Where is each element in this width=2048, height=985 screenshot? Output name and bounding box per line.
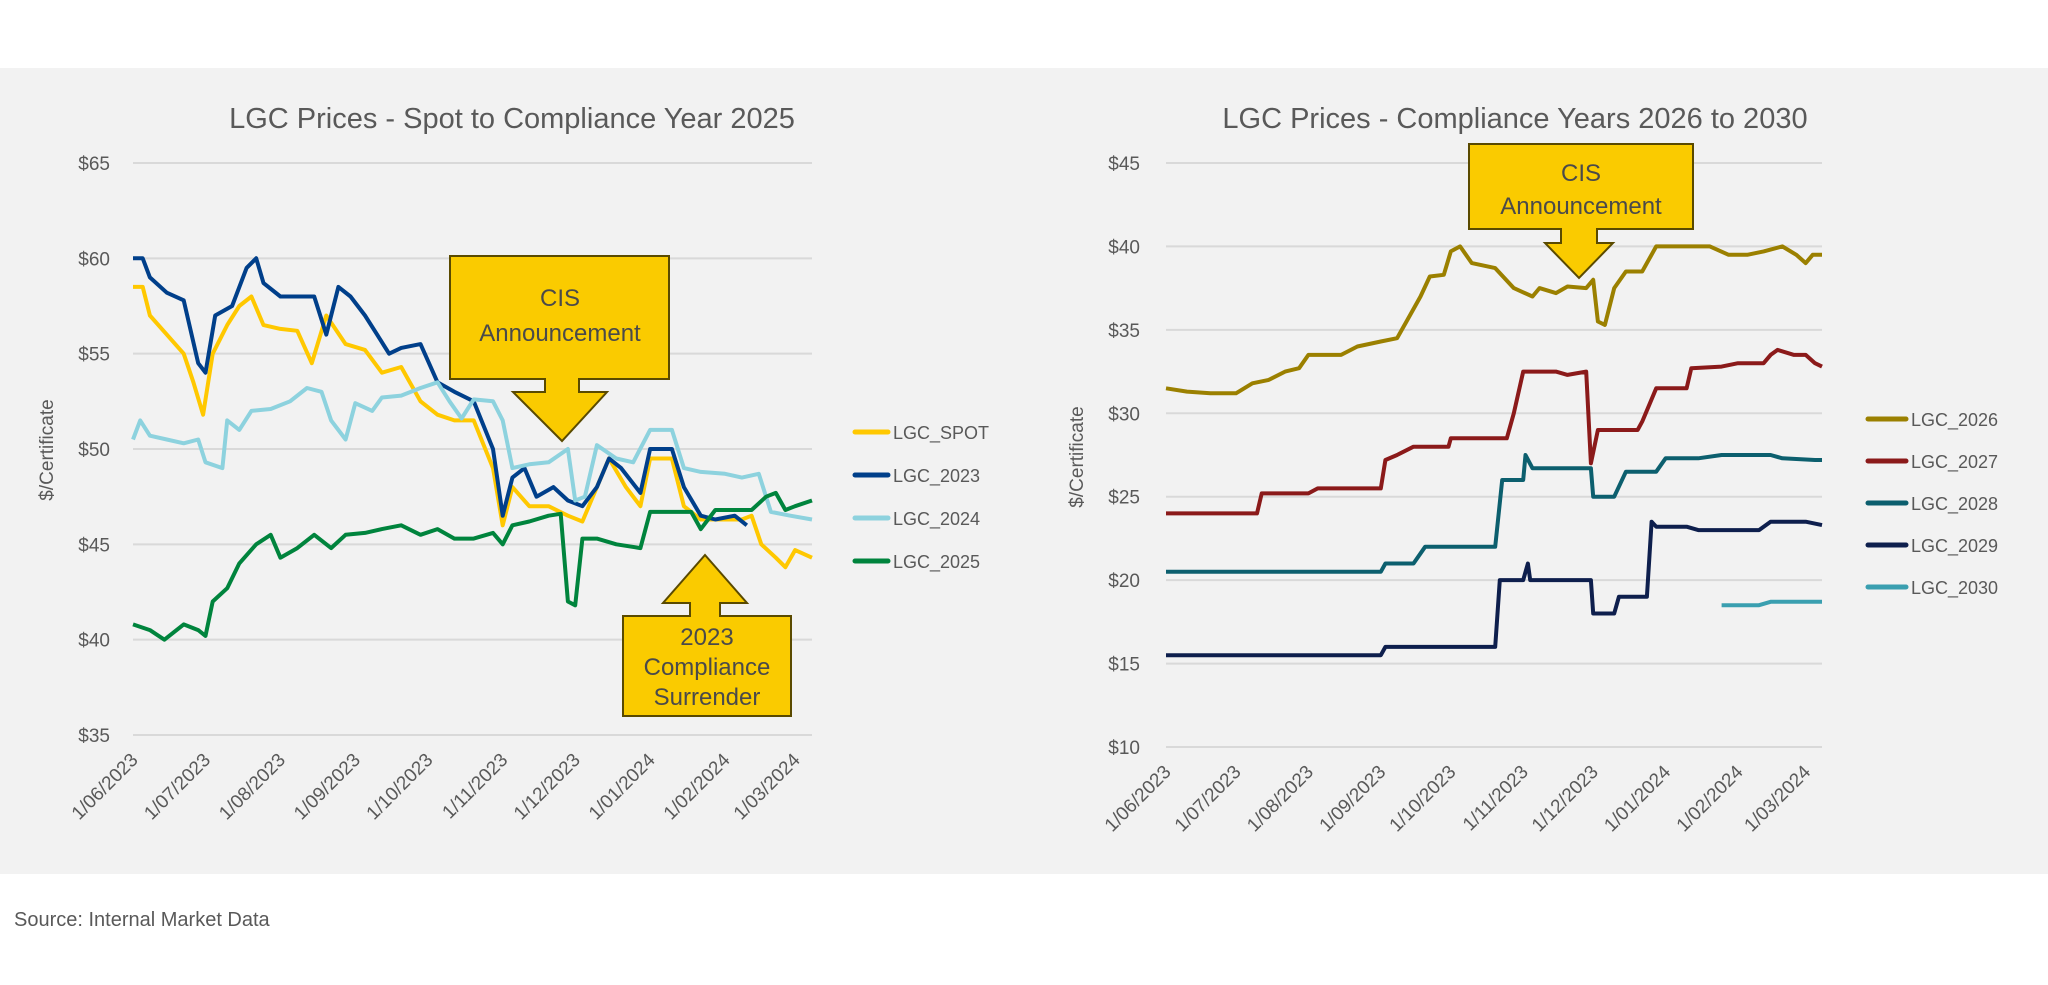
callout-cis-announcement: CIS Announcement — [449, 255, 670, 443]
x-tick-label: 1/06/2023 — [1101, 762, 1176, 837]
x-tick-label: 1/02/2024 — [1673, 761, 1748, 836]
x-tick-label: 1/12/2023 — [1528, 762, 1603, 837]
x-tick-label: 1/10/2023 — [1386, 762, 1461, 837]
x-tick-label: 1/11/2023 — [439, 750, 513, 824]
legend-item: LGC_2030 — [1865, 578, 1998, 599]
y-tick-label: $60 — [78, 249, 110, 270]
x-tick-label: 1/02/2024 — [660, 749, 735, 824]
y-tick-label: $45 — [1108, 154, 1140, 175]
x-tick-label: 1/06/2023 — [68, 750, 143, 825]
x-tick-label: 1/03/2024 — [730, 749, 805, 824]
y-tick-label: $65 — [78, 154, 110, 175]
series-line-lgc-2024 — [131, 380, 813, 522]
legend-label: LGC_2027 — [1911, 452, 1998, 473]
y-tick-label: $15 — [1108, 655, 1140, 676]
x-tick-label: 1/07/2023 — [140, 750, 215, 825]
y-axis-title: $/Certificate — [1067, 406, 1088, 507]
callout-text-line: 2023 — [680, 624, 733, 651]
legend-label: LGC_2023 — [893, 466, 980, 487]
x-tick-label: 1/01/2024 — [1601, 761, 1676, 836]
legend-label: LGC_2026 — [1911, 410, 1998, 431]
legend-item: LGC_SPOT — [852, 423, 989, 444]
x-tick-label: 1/10/2023 — [363, 750, 438, 825]
series-line-lgc-2026 — [1165, 244, 1822, 396]
series-line-lgc-2028 — [1166, 453, 1822, 574]
x-tick-label: 1/01/2024 — [585, 749, 660, 824]
series-line-lgc-2025 — [132, 490, 813, 642]
y-tick-label: $35 — [1108, 321, 1140, 342]
callout-arrow-shape — [449, 255, 670, 443]
y-tick-label: $25 — [1108, 488, 1140, 509]
series-line-lgc-2027 — [1166, 347, 1823, 516]
series-line-lgc-2030 — [1721, 599, 1822, 608]
chart-spot-to-2025: LGC Prices - Spot to Compliance Year 202… — [37, 103, 989, 824]
y-tick-label: $40 — [78, 631, 110, 652]
legend-label: LGC_2028 — [1911, 494, 1998, 515]
legend-item: LGC_2024 — [852, 509, 980, 530]
legend-label: LGC_2029 — [1911, 536, 1998, 557]
callout-text-line: Announcement — [479, 320, 641, 347]
legend-item: LGC_2025 — [852, 552, 980, 573]
source-note: Source: Internal Market Data — [14, 909, 270, 931]
chart-title: LGC Prices - Compliance Years 2026 to 20… — [1222, 103, 1807, 135]
callout-arrow-shape — [622, 553, 792, 717]
y-tick-label: $40 — [1108, 237, 1140, 258]
legend-item: LGC_2023 — [852, 466, 980, 487]
series-line-lgc-2023 — [133, 256, 749, 527]
x-tick-label: 1/03/2024 — [1741, 761, 1816, 836]
callout-text-line: CIS — [540, 285, 580, 312]
y-axis-title: $/Certificate — [37, 399, 58, 500]
x-tick-label: 1/07/2023 — [1171, 762, 1246, 837]
y-tick-label: $30 — [1108, 404, 1140, 425]
callout-text-line: CIS — [1561, 160, 1601, 187]
callout-2023-compliance-surrender: 2023 Compliance Surrender — [622, 553, 792, 717]
x-tick-label: 1/09/2023 — [1316, 762, 1391, 837]
legend-item: LGC_2027 — [1865, 452, 1998, 473]
y-tick-label: $20 — [1108, 571, 1140, 592]
y-tick-label: $55 — [78, 345, 110, 366]
y-tick-label: $35 — [78, 726, 110, 747]
callout-text-line: Announcement — [1500, 193, 1662, 220]
x-tick-label: 1/12/2023 — [510, 750, 585, 825]
series-line-lgc-2029 — [1166, 519, 1823, 658]
legend-item: LGC_2026 — [1865, 410, 1998, 431]
legend-item: LGC_2028 — [1865, 494, 1998, 515]
callout-text-line: Compliance — [644, 654, 771, 681]
chart-title: LGC Prices - Spot to Compliance Year 202… — [229, 103, 795, 135]
legend-item: LGC_2029 — [1865, 536, 1998, 557]
x-tick-label: 1/11/2023 — [1459, 762, 1533, 836]
x-tick-label: 1/08/2023 — [215, 750, 290, 825]
y-tick-label: $10 — [1108, 738, 1140, 759]
callout-arrow-shape — [1468, 143, 1694, 280]
x-tick-label: 1/09/2023 — [290, 750, 365, 825]
chart-2026-to-2030: LGC Prices - Compliance Years 2026 to 20… — [1067, 103, 1998, 836]
legend-label: LGC_2024 — [893, 509, 980, 530]
chart-panel — [0, 68, 2048, 874]
x-tick-label: 1/08/2023 — [1243, 762, 1318, 837]
legend-label: LGC_2030 — [1911, 578, 1998, 599]
legend-label: LGC_SPOT — [893, 423, 989, 444]
y-tick-label: $50 — [78, 440, 110, 461]
callout-text-line: Surrender — [654, 684, 761, 711]
legend-label: LGC_2025 — [893, 552, 980, 573]
y-tick-label: $45 — [78, 535, 110, 556]
callout-cis-announcement: CIS Announcement — [1468, 143, 1694, 280]
